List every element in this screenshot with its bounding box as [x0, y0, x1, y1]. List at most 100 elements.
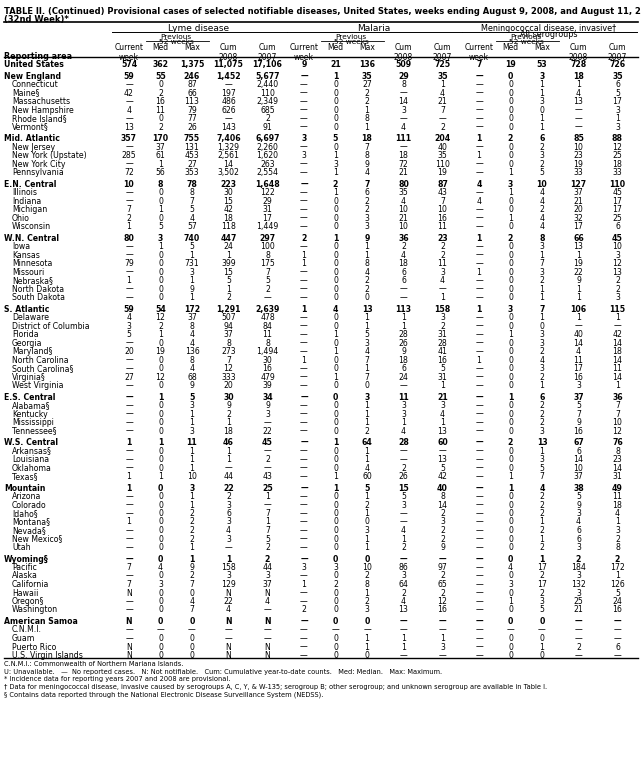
Text: 4: 4 [401, 427, 406, 435]
Text: —: — [399, 114, 408, 123]
Text: 1: 1 [540, 114, 544, 123]
Text: 113: 113 [185, 97, 199, 106]
Text: 2: 2 [540, 205, 544, 214]
Text: Kansas: Kansas [12, 250, 40, 259]
Text: 7: 7 [265, 509, 270, 518]
Text: 728: 728 [570, 60, 587, 69]
Text: 3: 3 [576, 381, 581, 390]
Text: —: — [300, 392, 308, 402]
Text: —: — [475, 617, 483, 626]
Text: —: — [574, 626, 583, 634]
Text: 2: 2 [401, 543, 406, 552]
Text: 2,349: 2,349 [256, 97, 278, 106]
Text: 2: 2 [540, 571, 544, 581]
Text: 1: 1 [301, 580, 306, 589]
Text: 0: 0 [333, 197, 338, 206]
Text: 97: 97 [438, 563, 447, 572]
Text: 14: 14 [438, 500, 447, 509]
Text: 2: 2 [333, 580, 338, 589]
Text: 31: 31 [613, 472, 622, 481]
Text: 64: 64 [399, 580, 408, 589]
Text: —: — [263, 464, 271, 473]
Text: 9: 9 [190, 381, 194, 390]
Text: 23: 23 [437, 233, 448, 243]
Text: 1: 1 [540, 535, 544, 543]
Text: —: — [125, 364, 133, 373]
Text: 9: 9 [576, 418, 581, 427]
Text: 0: 0 [189, 617, 195, 626]
Text: 1: 1 [440, 293, 445, 302]
Text: Previous: Previous [336, 34, 367, 40]
Text: —: — [300, 80, 308, 89]
Text: —: — [125, 381, 133, 390]
Text: 1: 1 [615, 381, 620, 390]
Text: 0: 0 [508, 418, 513, 427]
Text: 4: 4 [126, 106, 131, 115]
Text: 2: 2 [158, 321, 163, 330]
Text: 127: 127 [570, 180, 587, 188]
Text: 7: 7 [615, 409, 620, 418]
Text: 22: 22 [263, 427, 272, 435]
Text: —: — [300, 418, 308, 427]
Text: 1: 1 [401, 321, 406, 330]
Text: 1: 1 [333, 373, 338, 382]
Text: 1: 1 [226, 285, 231, 294]
Text: 37: 37 [156, 142, 165, 151]
Text: —: — [224, 543, 233, 552]
Text: 0: 0 [333, 213, 338, 223]
Text: 1: 1 [576, 80, 581, 89]
Text: Vermont§: Vermont§ [12, 122, 49, 132]
Text: 3: 3 [365, 606, 369, 614]
Text: 0: 0 [508, 347, 513, 356]
Text: 10: 10 [399, 205, 408, 214]
Text: * Incidence data for reporting years 2007 and 2008 are provisional.: * Incidence data for reporting years 200… [4, 676, 230, 682]
Text: —: — [475, 563, 483, 572]
Text: —: — [475, 222, 483, 231]
Text: 175: 175 [260, 259, 275, 268]
Text: 9: 9 [301, 60, 306, 69]
Text: § Contains data reported through the National Electronic Disease Surveillance Sy: § Contains data reported through the Nat… [4, 692, 323, 698]
Text: Michigan: Michigan [12, 205, 47, 214]
Text: 41: 41 [438, 347, 447, 356]
Text: 3: 3 [401, 409, 406, 418]
Text: 10: 10 [574, 142, 583, 151]
Text: 17: 17 [574, 364, 583, 373]
Text: 11: 11 [438, 222, 447, 231]
Text: —: — [300, 526, 308, 535]
Text: N: N [265, 588, 271, 597]
Text: 3: 3 [615, 293, 620, 302]
Text: 0: 0 [333, 268, 338, 276]
Text: 3: 3 [508, 580, 513, 589]
Text: 72: 72 [399, 159, 408, 168]
Text: 12: 12 [613, 427, 622, 435]
Text: 17: 17 [574, 222, 583, 231]
Text: —: — [475, 106, 483, 115]
Text: 0: 0 [158, 500, 163, 509]
Text: 2: 2 [440, 122, 445, 132]
Text: —: — [300, 293, 308, 302]
Text: 43: 43 [438, 188, 447, 197]
Text: 7: 7 [440, 106, 445, 115]
Text: 333: 333 [221, 373, 236, 382]
Text: 49: 49 [612, 483, 623, 493]
Text: 0: 0 [158, 364, 163, 373]
Text: —: — [475, 347, 483, 356]
Text: Georgia: Georgia [12, 338, 42, 347]
Text: 0: 0 [333, 114, 338, 123]
Text: 3: 3 [301, 151, 306, 160]
Text: American Samoa: American Samoa [4, 617, 78, 626]
Text: 76: 76 [612, 438, 623, 447]
Text: 91: 91 [263, 122, 272, 132]
Text: 0: 0 [508, 321, 513, 330]
Text: 42: 42 [613, 330, 622, 339]
Text: 3: 3 [576, 588, 581, 597]
Text: (32nd Week)*: (32nd Week)* [4, 15, 69, 24]
Text: 4: 4 [190, 364, 194, 373]
Text: 2: 2 [540, 142, 544, 151]
Text: 3: 3 [265, 571, 270, 581]
Text: 80: 80 [398, 180, 409, 188]
Text: 5: 5 [190, 205, 194, 214]
Text: —: — [125, 250, 133, 259]
Text: —: — [125, 492, 133, 501]
Text: 3: 3 [540, 330, 544, 339]
